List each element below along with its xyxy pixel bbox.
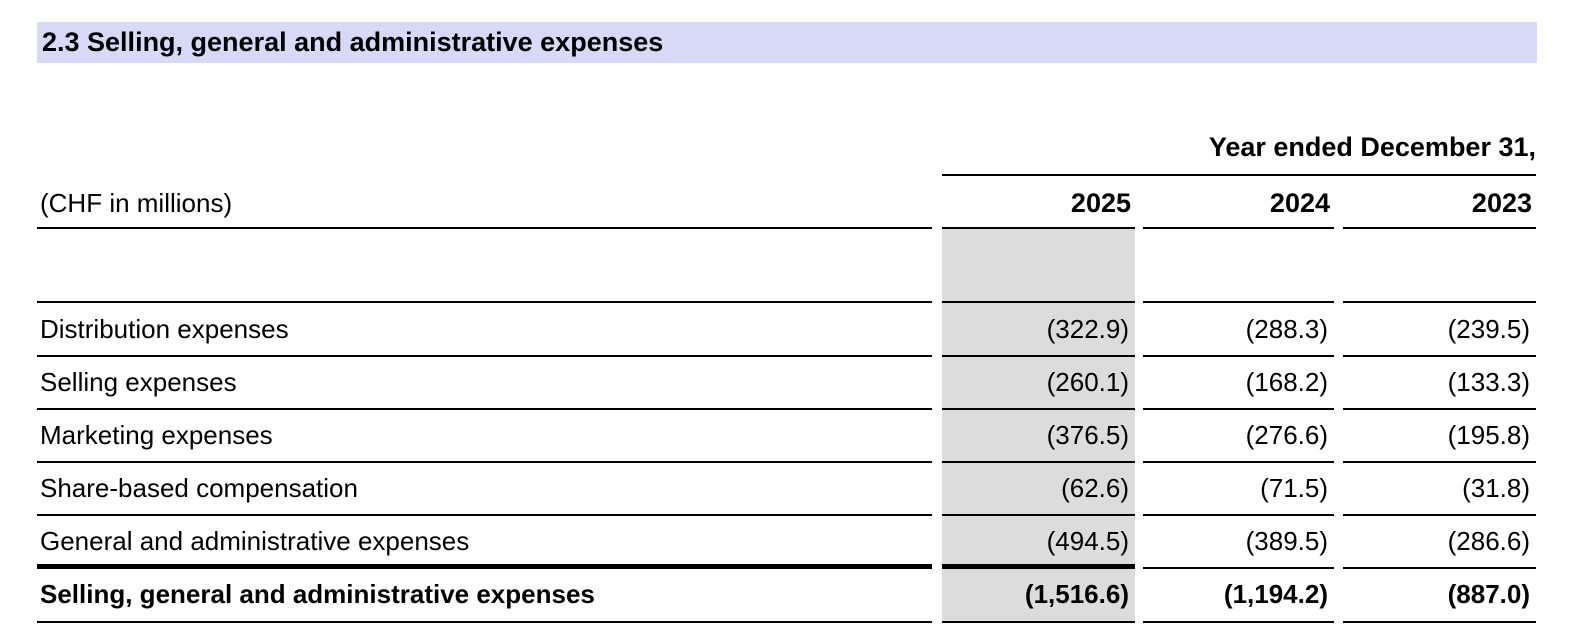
total-row-label: Selling, general and administrative expe…: [40, 579, 595, 609]
row-divider: [1143, 355, 1334, 357]
total-divider-thick: [37, 564, 932, 569]
column-header-2024: 2024: [1269, 188, 1330, 218]
rule-colhead-2025: [942, 227, 1135, 229]
rule-colhead-label: [37, 227, 932, 229]
table-row-distribution-expenses: Distribution expenses (322.9) (288.3) (2…: [37, 303, 1536, 356]
row-value-2025: (494.5): [1046, 526, 1129, 556]
row-divider: [1143, 408, 1334, 410]
rule-colhead-2024: [1143, 227, 1334, 229]
table-row-total-sga: Selling, general and administrative expe…: [37, 568, 1536, 621]
rule-spacer-label: [37, 301, 932, 303]
total-value-2023: (887.0): [1447, 579, 1530, 609]
row-label: Selling expenses: [40, 367, 237, 397]
table-row-selling-expenses: Selling expenses (260.1) (168.2) (133.3): [37, 356, 1536, 409]
row-label: Distribution expenses: [40, 314, 289, 344]
row-divider: [1143, 461, 1334, 463]
row-divider: [942, 461, 1135, 463]
row-divider: [1343, 355, 1536, 357]
row-value-2023: (31.8): [1462, 473, 1530, 503]
row-value-2024: (168.2): [1245, 367, 1328, 397]
column-header-2025: 2025: [1070, 188, 1131, 218]
row-label: Share-based compensation: [40, 473, 358, 503]
row-value-2023: (195.8): [1447, 420, 1530, 450]
row-value-2024: (276.6): [1245, 420, 1328, 450]
table-row-general-admin-expenses: General and administrative expenses (494…: [37, 515, 1536, 568]
row-divider: [37, 408, 932, 410]
row-divider: [1343, 514, 1536, 516]
row-label: General and administrative expenses: [40, 526, 470, 556]
row-value-2025: (322.9): [1046, 314, 1129, 344]
row-divider: [1343, 461, 1536, 463]
row-divider: [37, 461, 932, 463]
row-divider: [942, 408, 1135, 410]
unit-label: (CHF in millions): [40, 188, 233, 218]
row-value-2024: (389.5): [1245, 526, 1328, 556]
rule-spacer-2023: [1343, 301, 1536, 303]
row-value-2025: (376.5): [1046, 420, 1129, 450]
row-divider: [942, 514, 1135, 516]
highlighted-column-2025: [942, 229, 1135, 623]
row-value-2023: (239.5): [1447, 314, 1530, 344]
row-value-2024: (71.5): [1260, 473, 1328, 503]
table-row-share-based-compensation: Share-based compensation (62.6) (71.5) (…: [37, 462, 1536, 515]
table-bottom-rule: [37, 621, 932, 623]
rule-spacer-2025: [942, 301, 1135, 303]
row-value-2025: (62.6): [1061, 473, 1129, 503]
section-heading: 2.3 Selling, general and administrative …: [37, 22, 1537, 63]
row-divider: [1143, 514, 1334, 516]
total-divider: [1143, 567, 1334, 569]
total-divider-thick: [942, 564, 1135, 569]
row-divider: [37, 514, 932, 516]
column-header-row: (CHF in millions) 2025 2024 2023: [37, 184, 1536, 222]
table-bottom-rule: [1143, 621, 1334, 623]
row-value-2023: (133.3): [1447, 367, 1530, 397]
rule-colhead-2023: [1343, 227, 1536, 229]
rule-under-period-header: [942, 174, 1536, 176]
total-value-2024: (1,194.2): [1223, 579, 1328, 609]
row-value-2025: (260.1): [1046, 367, 1129, 397]
table-bottom-rule: [1343, 621, 1536, 623]
column-header-2023: 2023: [1471, 188, 1532, 218]
row-value-2023: (286.6): [1447, 526, 1530, 556]
rule-spacer-2024: [1143, 301, 1334, 303]
total-divider: [1343, 567, 1536, 569]
table-bottom-rule: [942, 621, 1135, 623]
row-value-2024: (288.3): [1245, 314, 1328, 344]
total-value-2025: (1,516.6): [1024, 579, 1129, 609]
row-divider: [1343, 408, 1536, 410]
row-divider: [942, 355, 1135, 357]
table-row-marketing-expenses: Marketing expenses (376.5) (276.6) (195.…: [37, 409, 1536, 462]
period-header: Year ended December 31,: [1208, 132, 1536, 162]
document-page: 2.3 Selling, general and administrative …: [37, 0, 1537, 640]
row-divider: [37, 355, 932, 357]
row-label: Marketing expenses: [40, 420, 273, 450]
